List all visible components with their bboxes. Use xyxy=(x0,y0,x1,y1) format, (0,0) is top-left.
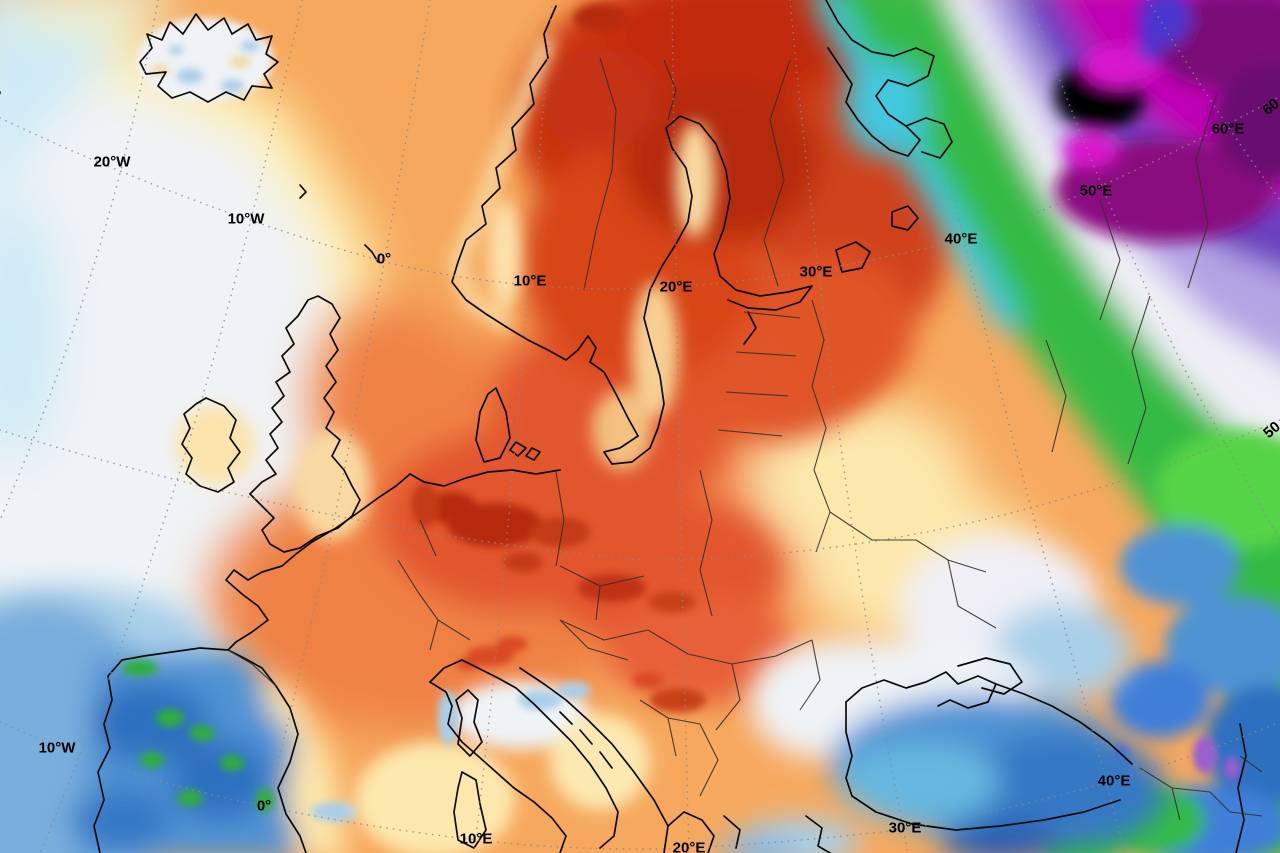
country-borders xyxy=(227,57,1263,821)
coastlines xyxy=(93,0,1247,853)
